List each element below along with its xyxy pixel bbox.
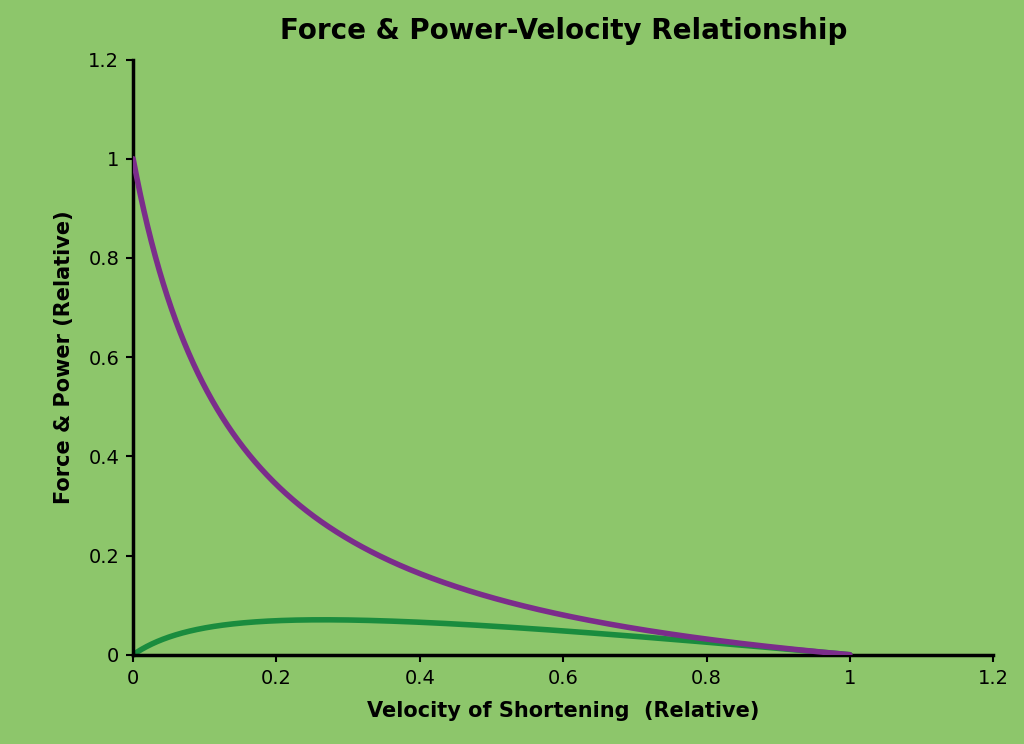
X-axis label: Velocity of Shortening  (Relative): Velocity of Shortening (Relative): [367, 702, 760, 722]
Y-axis label: Force & Power (Relative): Force & Power (Relative): [54, 211, 75, 504]
Title: Force & Power-Velocity Relationship: Force & Power-Velocity Relationship: [280, 16, 847, 45]
